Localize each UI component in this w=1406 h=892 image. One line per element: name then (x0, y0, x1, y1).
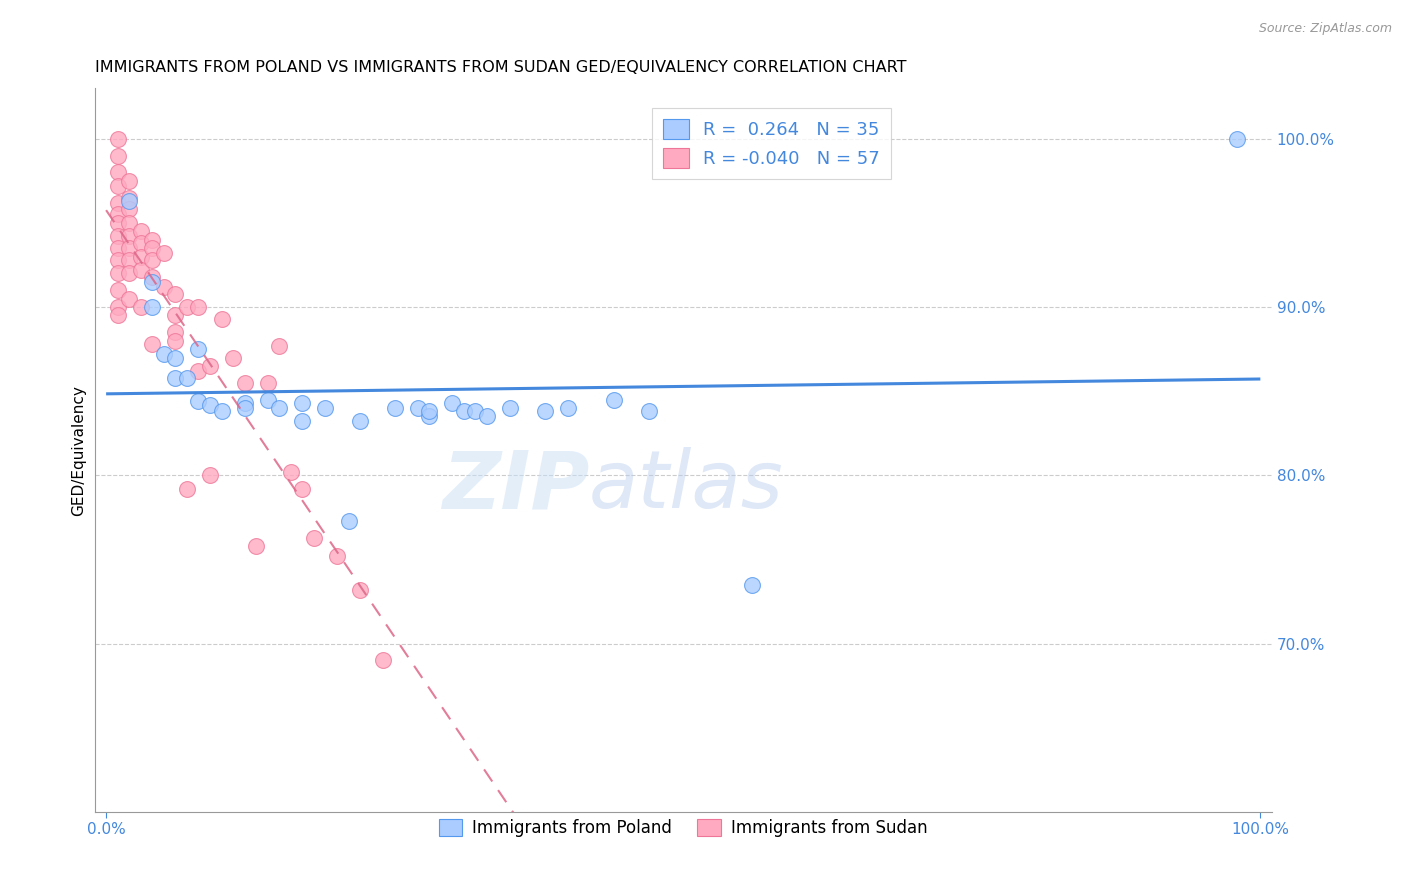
Point (384, 401, 406, 415)
Point (107, 309, 129, 323)
Y-axis label: GED/Equivalency: GED/Equivalency (72, 384, 86, 516)
Point (198, 359, 221, 373)
Point (107, 283, 129, 297)
Point (269, 401, 291, 415)
Point (141, 337, 163, 351)
Point (165, 370, 187, 384)
Point (741, 577, 763, 591)
Point (256, 376, 278, 390)
Legend: Immigrants from Poland, Immigrants from Sudan: Immigrants from Poland, Immigrants from … (433, 812, 934, 843)
Point (256, 392, 278, 407)
Point (187, 300, 209, 314)
Point (371, 653, 394, 667)
Point (464, 404, 486, 418)
Point (118, 252, 141, 267)
Point (153, 280, 176, 294)
Point (141, 252, 163, 267)
Point (233, 401, 256, 415)
Point (165, 326, 187, 340)
Point (129, 263, 152, 277)
Point (107, 195, 129, 210)
Text: Source: ZipAtlas.com: Source: ZipAtlas.com (1258, 22, 1392, 36)
Point (141, 300, 163, 314)
Point (129, 224, 152, 238)
Point (187, 394, 209, 409)
Point (453, 404, 475, 418)
Point (557, 401, 579, 415)
Point (418, 409, 440, 424)
Point (141, 233, 163, 247)
Point (107, 252, 129, 267)
Point (269, 339, 291, 353)
Point (118, 194, 141, 208)
Point (406, 401, 429, 415)
Point (222, 351, 245, 365)
Point (165, 351, 187, 365)
Point (475, 409, 498, 424)
Point (280, 465, 302, 479)
Point (233, 376, 256, 390)
Point (349, 414, 371, 428)
Point (165, 286, 187, 301)
Point (118, 191, 141, 205)
Point (107, 165, 129, 179)
Point (118, 292, 141, 306)
Text: IMMIGRANTS FROM POLAND VS IMMIGRANTS FROM SUDAN GED/EQUIVALENCY CORRELATION CHAR: IMMIGRANTS FROM POLAND VS IMMIGRANTS FRO… (94, 60, 905, 75)
Point (533, 404, 555, 418)
Point (107, 216, 129, 230)
Point (291, 482, 314, 496)
Point (302, 531, 325, 545)
Point (129, 300, 152, 314)
Point (198, 398, 221, 412)
Point (141, 275, 163, 289)
Point (107, 229, 129, 244)
Point (441, 396, 464, 410)
Point (107, 300, 129, 314)
Point (211, 311, 233, 326)
Point (129, 250, 152, 264)
Point (176, 370, 198, 384)
Point (107, 148, 129, 162)
Point (233, 396, 256, 410)
Point (107, 241, 129, 255)
Point (291, 396, 314, 410)
Point (187, 342, 209, 356)
Point (107, 132, 129, 146)
Point (129, 236, 152, 251)
Point (337, 514, 360, 528)
Point (637, 404, 659, 418)
Point (107, 207, 129, 221)
Point (198, 468, 221, 483)
Point (603, 392, 626, 407)
Point (211, 404, 233, 418)
Point (165, 309, 187, 323)
Point (118, 216, 141, 230)
Point (349, 582, 371, 597)
Point (165, 334, 187, 348)
Point (1226, 132, 1249, 146)
Point (141, 269, 163, 284)
Point (141, 241, 163, 255)
Point (118, 174, 141, 188)
Point (176, 482, 198, 496)
Text: ZIP: ZIP (441, 447, 589, 525)
Point (153, 347, 176, 361)
Text: atlas: atlas (589, 447, 783, 525)
Point (107, 178, 129, 193)
Point (187, 364, 209, 378)
Point (291, 414, 314, 428)
Point (118, 241, 141, 255)
Point (153, 246, 176, 260)
Point (499, 401, 522, 415)
Point (418, 404, 440, 418)
Point (326, 549, 349, 563)
Point (245, 539, 267, 553)
Point (118, 229, 141, 244)
Point (314, 401, 336, 415)
Point (118, 266, 141, 280)
Point (176, 300, 198, 314)
Point (118, 202, 141, 217)
Point (107, 266, 129, 280)
